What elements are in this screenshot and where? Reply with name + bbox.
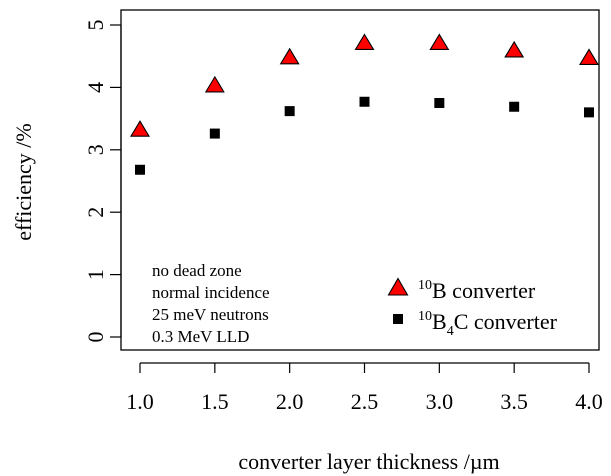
data-point-b-converter: [279, 47, 300, 65]
data-point-b4c-converter: [584, 107, 594, 118]
data-point-b4c-converter: [135, 164, 145, 175]
legend-label-b4c-converter: 10B4C converter: [418, 309, 558, 339]
data-point-b4c-converter: [509, 101, 520, 112]
x-axis-label: converter layer thickness /µm: [238, 449, 499, 474]
data-point-b-converter: [354, 33, 375, 51]
x-axis: 1.0 1.5 2.0 2.5 3.0 3.5 4.0: [126, 362, 603, 414]
annotation-line: 0.3 MeV LLD: [152, 327, 249, 346]
legend-subscript: 4: [447, 324, 454, 339]
y-tick-label: 4: [83, 82, 108, 93]
annotation-line: no dead zone: [152, 261, 242, 280]
annotation-line: normal incidence: [152, 283, 270, 302]
y-tick-label: 3: [83, 144, 108, 155]
y-axis: 0 1 2 3 4 5: [83, 20, 122, 343]
x-tick-label: 4.0: [575, 389, 603, 414]
data-point-b-converter: [429, 33, 450, 51]
annotation-block: no dead zone normal incidence 25 meV neu…: [152, 261, 270, 346]
data-point-b-converter: [579, 48, 599, 65]
y-tick-label: 0: [83, 332, 108, 343]
data-point-b-converter: [130, 120, 150, 137]
y-tick-label: 2: [83, 207, 108, 218]
legend-isotope-superscript: 10: [418, 309, 432, 324]
data-point-b4c-converter: [284, 106, 295, 117]
data-point-b4c-converter: [209, 128, 220, 139]
data-point-b4c-converter: [434, 98, 445, 108]
y-axis-label: efficiency /%: [11, 123, 36, 240]
series-layer: [130, 33, 599, 175]
y-tick-label: 5: [83, 20, 108, 31]
y-tick-label: 1: [83, 269, 108, 280]
legend-marker-b-converter: [387, 277, 409, 296]
legend-label-text: B: [432, 309, 447, 334]
x-tick-label: 2.0: [276, 389, 304, 414]
legend-label-text: C converter: [454, 309, 558, 334]
x-tick-label: 1.5: [201, 389, 229, 414]
legend-label-text: B converter: [432, 278, 536, 303]
data-point-b-converter: [204, 75, 225, 93]
x-tick-label: 3.0: [426, 389, 454, 414]
annotation-line: 25 meV neutrons: [152, 305, 269, 324]
x-tick-label: 1.0: [126, 389, 154, 414]
legend-label-b-converter: 10B converter: [418, 278, 536, 303]
legend: 10B converter 10B4C converter: [387, 277, 558, 339]
data-point-b-converter: [504, 40, 525, 58]
legend-isotope-superscript: 10: [418, 278, 432, 293]
legend-marker-b4c-converter: [393, 314, 403, 324]
data-point-b4c-converter: [359, 96, 370, 107]
x-tick-label: 3.5: [500, 389, 528, 414]
x-tick-label: 2.5: [351, 389, 379, 414]
